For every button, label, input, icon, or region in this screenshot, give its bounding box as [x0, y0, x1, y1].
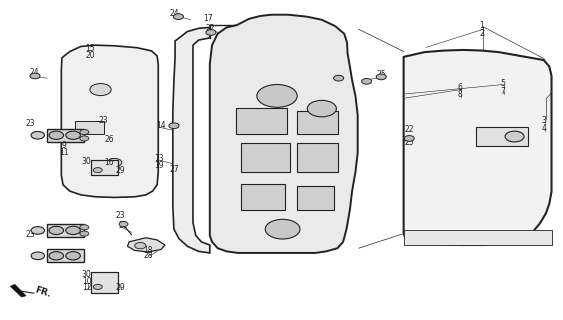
Bar — [404, 230, 552, 245]
Text: 23: 23 — [26, 230, 35, 239]
Text: 6: 6 — [457, 83, 462, 92]
Text: 30: 30 — [82, 270, 91, 279]
Text: 29: 29 — [115, 283, 125, 292]
Text: 25: 25 — [377, 70, 386, 79]
Circle shape — [257, 84, 297, 107]
Bar — [476, 127, 528, 146]
Circle shape — [66, 226, 81, 235]
Text: 24: 24 — [169, 9, 178, 18]
Text: 22: 22 — [404, 125, 414, 134]
Circle shape — [80, 130, 89, 135]
Circle shape — [31, 252, 44, 260]
Text: 11: 11 — [59, 148, 69, 156]
Circle shape — [80, 136, 89, 141]
Bar — [235, 108, 287, 134]
Text: 16: 16 — [104, 158, 114, 167]
Polygon shape — [47, 224, 84, 237]
Text: 4: 4 — [541, 124, 546, 133]
Text: FR.: FR. — [34, 286, 52, 300]
Circle shape — [307, 100, 337, 117]
Text: 19: 19 — [155, 161, 164, 170]
Text: 15: 15 — [85, 44, 95, 53]
Polygon shape — [61, 45, 158, 197]
Polygon shape — [10, 284, 26, 297]
Circle shape — [93, 168, 102, 173]
Circle shape — [90, 84, 111, 96]
Text: 30: 30 — [82, 157, 91, 166]
Text: 7: 7 — [501, 87, 505, 96]
Bar — [241, 184, 285, 210]
Text: 18: 18 — [144, 246, 153, 255]
Polygon shape — [210, 15, 358, 253]
Text: 5: 5 — [501, 79, 505, 88]
Circle shape — [265, 219, 300, 239]
Circle shape — [108, 158, 122, 167]
Text: 1: 1 — [480, 21, 484, 30]
Circle shape — [505, 131, 524, 142]
Text: 20: 20 — [85, 51, 95, 60]
Text: 21: 21 — [119, 221, 128, 230]
Circle shape — [66, 252, 81, 260]
Bar — [297, 186, 334, 210]
Text: 14: 14 — [157, 121, 166, 130]
Text: 10: 10 — [82, 277, 91, 286]
Circle shape — [404, 136, 414, 141]
Text: 9: 9 — [62, 141, 66, 150]
Bar — [297, 143, 338, 172]
Text: 26: 26 — [104, 135, 114, 144]
Text: 27: 27 — [169, 165, 178, 174]
Circle shape — [80, 225, 89, 230]
Bar — [91, 272, 118, 292]
Circle shape — [135, 243, 146, 249]
Text: 13: 13 — [155, 154, 164, 163]
Circle shape — [93, 284, 102, 289]
Text: 3: 3 — [541, 116, 546, 125]
Text: 25: 25 — [404, 138, 414, 147]
Bar — [75, 121, 105, 134]
Polygon shape — [127, 238, 165, 252]
Circle shape — [334, 75, 343, 81]
Circle shape — [361, 78, 372, 84]
Text: 22: 22 — [205, 24, 215, 33]
Text: 29: 29 — [115, 166, 125, 175]
Bar — [91, 272, 118, 292]
Text: 23: 23 — [115, 211, 125, 220]
Circle shape — [119, 221, 128, 227]
Polygon shape — [47, 129, 84, 142]
Text: 8: 8 — [457, 91, 462, 100]
Text: 24: 24 — [29, 68, 39, 77]
Polygon shape — [404, 50, 552, 245]
Polygon shape — [47, 250, 84, 262]
Circle shape — [66, 131, 81, 140]
Text: 23: 23 — [99, 116, 108, 125]
Text: 28: 28 — [144, 251, 153, 260]
Circle shape — [49, 252, 64, 260]
Circle shape — [49, 226, 64, 235]
Circle shape — [31, 132, 44, 139]
Text: 17: 17 — [203, 14, 212, 23]
Circle shape — [169, 123, 179, 129]
Text: 23: 23 — [26, 119, 35, 128]
Circle shape — [49, 131, 64, 140]
Circle shape — [80, 231, 89, 236]
Circle shape — [376, 74, 386, 80]
Polygon shape — [173, 28, 210, 253]
Bar — [91, 160, 118, 175]
Circle shape — [30, 73, 40, 79]
Bar — [241, 143, 291, 172]
Text: 12: 12 — [82, 283, 91, 292]
Circle shape — [206, 30, 216, 35]
Circle shape — [173, 14, 184, 20]
Bar — [297, 111, 338, 134]
Text: 2: 2 — [480, 28, 484, 38]
Bar — [91, 160, 118, 175]
Circle shape — [31, 227, 44, 234]
